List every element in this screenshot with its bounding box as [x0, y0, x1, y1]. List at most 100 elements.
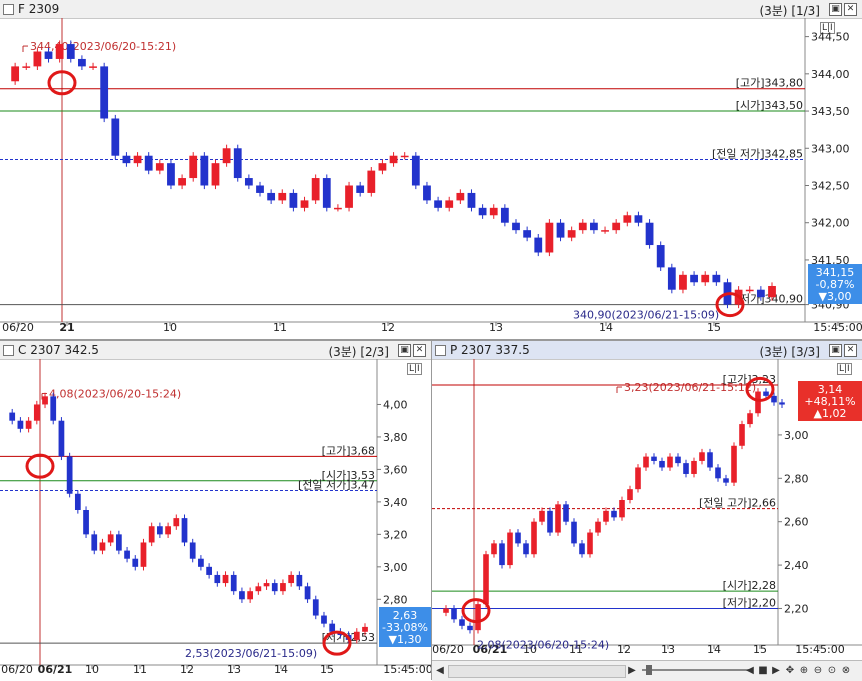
candle-body: [50, 396, 57, 421]
scroll-right-button[interactable]: ▶: [628, 665, 636, 676]
candle-body: [334, 207, 342, 210]
candle-body: [555, 504, 561, 533]
lr-toggle[interactable]: L|I: [837, 363, 852, 375]
candle-body: [311, 178, 320, 201]
close-button[interactable]: ✕: [844, 344, 857, 357]
reference-line-label: [고가]3,68: [322, 444, 375, 457]
highlight-circle: [322, 630, 352, 656]
scroll-left-button[interactable]: ◀: [436, 665, 444, 676]
stop-icon[interactable]: ■: [758, 665, 768, 676]
candle-body: [122, 155, 131, 164]
candle-body: [612, 222, 621, 231]
candle-body: [467, 625, 473, 631]
candle-body: [656, 245, 665, 268]
candle-body: [451, 608, 457, 620]
panel-checkbox[interactable]: [3, 345, 14, 356]
zoom-reset-icon[interactable]: ⊙: [827, 665, 837, 676]
candle-body: [83, 510, 89, 535]
x-tick-label: 15:45:00: [813, 321, 862, 334]
candle-body: [731, 445, 737, 483]
close-button[interactable]: ✕: [844, 3, 857, 16]
x-tick-label: 12: [617, 643, 631, 656]
high-marker-label: 4,08(2023/06/20-15:24): [49, 387, 181, 400]
candle-body: [288, 574, 295, 584]
candle-body: [443, 608, 449, 613]
zoom-slider-thumb[interactable]: [646, 665, 652, 675]
candle-body: [679, 274, 687, 290]
lr-toggle[interactable]: L|I: [820, 22, 835, 34]
x-tick-label: 10: [85, 663, 99, 676]
candle-body: [499, 543, 505, 566]
candle-body: [42, 396, 48, 405]
y-tick-label: 2,80: [784, 472, 809, 485]
candle-body: [675, 456, 681, 464]
lr-toggle[interactable]: L|I: [407, 363, 422, 375]
candle-body: [148, 526, 155, 543]
candle-body: [321, 615, 327, 624]
step-back-icon[interactable]: ◀: [746, 665, 754, 676]
step-forward-icon[interactable]: ▶: [772, 665, 780, 676]
candle-body: [771, 395, 777, 403]
candle-body: [578, 222, 587, 231]
candle-body: [611, 510, 617, 518]
candle-body: [534, 237, 543, 253]
close-button[interactable]: ✕: [413, 344, 426, 357]
panel-interval-page: (3분) [3/3]: [759, 345, 820, 359]
candle-body: [206, 566, 212, 575]
candle-body: [300, 200, 309, 208]
candle-body: [247, 591, 254, 600]
highlight-circle: [715, 292, 745, 318]
zoom-out-icon[interactable]: ⊖: [813, 665, 823, 676]
y-tick-label: 343,00: [811, 142, 850, 155]
candle-body: [167, 163, 175, 186]
candle-body: [478, 207, 487, 216]
candle-body: [289, 192, 298, 208]
chart-panel-right: P 2307 337.5 (3분) [3/3] ▣ ✕ L|I 3,00 2,80…: [432, 341, 862, 660]
candle-body: [211, 163, 220, 186]
reference-line-label: [시가]343,50: [736, 99, 803, 112]
x-tick-label: 14: [599, 321, 613, 334]
panel-interval-page: (3분) [2/3]: [328, 345, 389, 359]
reference-line-label: [전일 고가]2,66: [699, 496, 776, 510]
y-tick-label: 2,60: [784, 516, 809, 529]
candle-body: [699, 452, 705, 461]
candle-body: [200, 155, 209, 186]
candle-body: [189, 155, 198, 179]
zoom-fit-icon[interactable]: ⊗: [841, 665, 851, 676]
candle-body: [362, 626, 368, 632]
y-tick-label: 4,00: [383, 398, 408, 411]
zoom-slider-track[interactable]: [642, 669, 752, 671]
candle-body: [483, 554, 489, 605]
move-icon[interactable]: ✥: [785, 665, 795, 676]
candle-body: [667, 267, 676, 290]
panel-checkbox[interactable]: [435, 345, 446, 356]
candle-body: [423, 185, 431, 201]
maximize-button[interactable]: ▣: [829, 344, 842, 357]
candle-body: [539, 510, 545, 522]
candle-body: [515, 532, 521, 544]
zoom-in-icon[interactable]: ⊕: [799, 665, 809, 676]
candle-body: [230, 574, 237, 592]
maximize-button[interactable]: ▣: [398, 344, 411, 357]
vertical-divider: [431, 341, 432, 680]
candle-body: [329, 623, 336, 632]
panel-titlebar: F 2309 (3분) [1/3] ▣ ✕: [0, 0, 862, 19]
panel-checkbox[interactable]: [3, 4, 14, 15]
candle-body: [547, 510, 553, 533]
candle-body: [25, 420, 32, 429]
maximize-button[interactable]: ▣: [829, 3, 842, 16]
x-tick-label: 06/20: [1, 663, 33, 676]
y-tick-label: 342,00: [811, 217, 850, 230]
candle-body: [198, 558, 204, 567]
reference-line-label: [저가]2,20: [723, 596, 776, 609]
candle-body: [115, 534, 122, 551]
y-tick-label: 2,20: [784, 602, 809, 615]
candle-body: [140, 542, 147, 567]
x-tick-label: 14: [274, 663, 288, 676]
highlight-circle: [461, 598, 491, 624]
reference-line-label: [전일 저가]342,85: [712, 146, 803, 160]
candle-body: [659, 460, 665, 468]
x-tick-label: 14: [707, 643, 721, 656]
candle-body: [545, 222, 554, 253]
scroll-track[interactable]: [448, 665, 626, 678]
